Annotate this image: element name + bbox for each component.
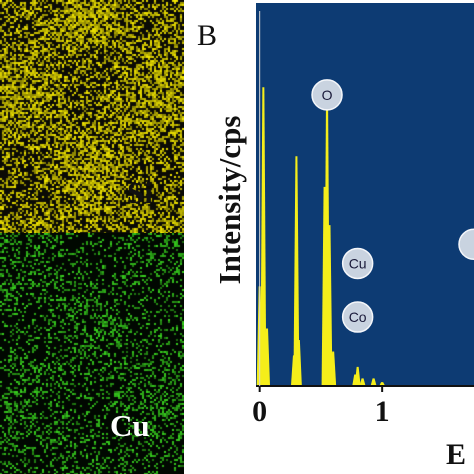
element-marker: O — [311, 79, 343, 111]
spectrum-peak — [359, 378, 366, 386]
spectrum-peak — [330, 351, 337, 386]
element-marker — [458, 228, 474, 261]
si-map-label: Si — [127, 175, 153, 210]
spectrum-peak — [260, 87, 267, 386]
element-marker: Co — [341, 301, 374, 333]
spectrum-peak — [370, 378, 377, 386]
spectrum-peak — [354, 366, 361, 386]
x-tick-label: 1 — [375, 395, 390, 428]
spectrum-peak — [295, 340, 302, 386]
element-marker-label: Co — [349, 309, 367, 325]
si-element-map — [0, 0, 184, 233]
panel-letter-b: B — [197, 19, 218, 52]
spectrum-peak — [264, 328, 271, 386]
element-marker: Cu — [341, 247, 374, 280]
element-marker-label: O — [322, 87, 333, 103]
element-marker-label: Cu — [349, 255, 367, 271]
spectrum-peak — [326, 225, 333, 386]
x-axis-label: E — [446, 438, 466, 471]
cu-element-map — [0, 233, 184, 474]
x-tick-label: 0 — [252, 395, 267, 428]
cu-map-label: Cu — [110, 408, 150, 443]
spectrum-peak — [293, 156, 300, 386]
